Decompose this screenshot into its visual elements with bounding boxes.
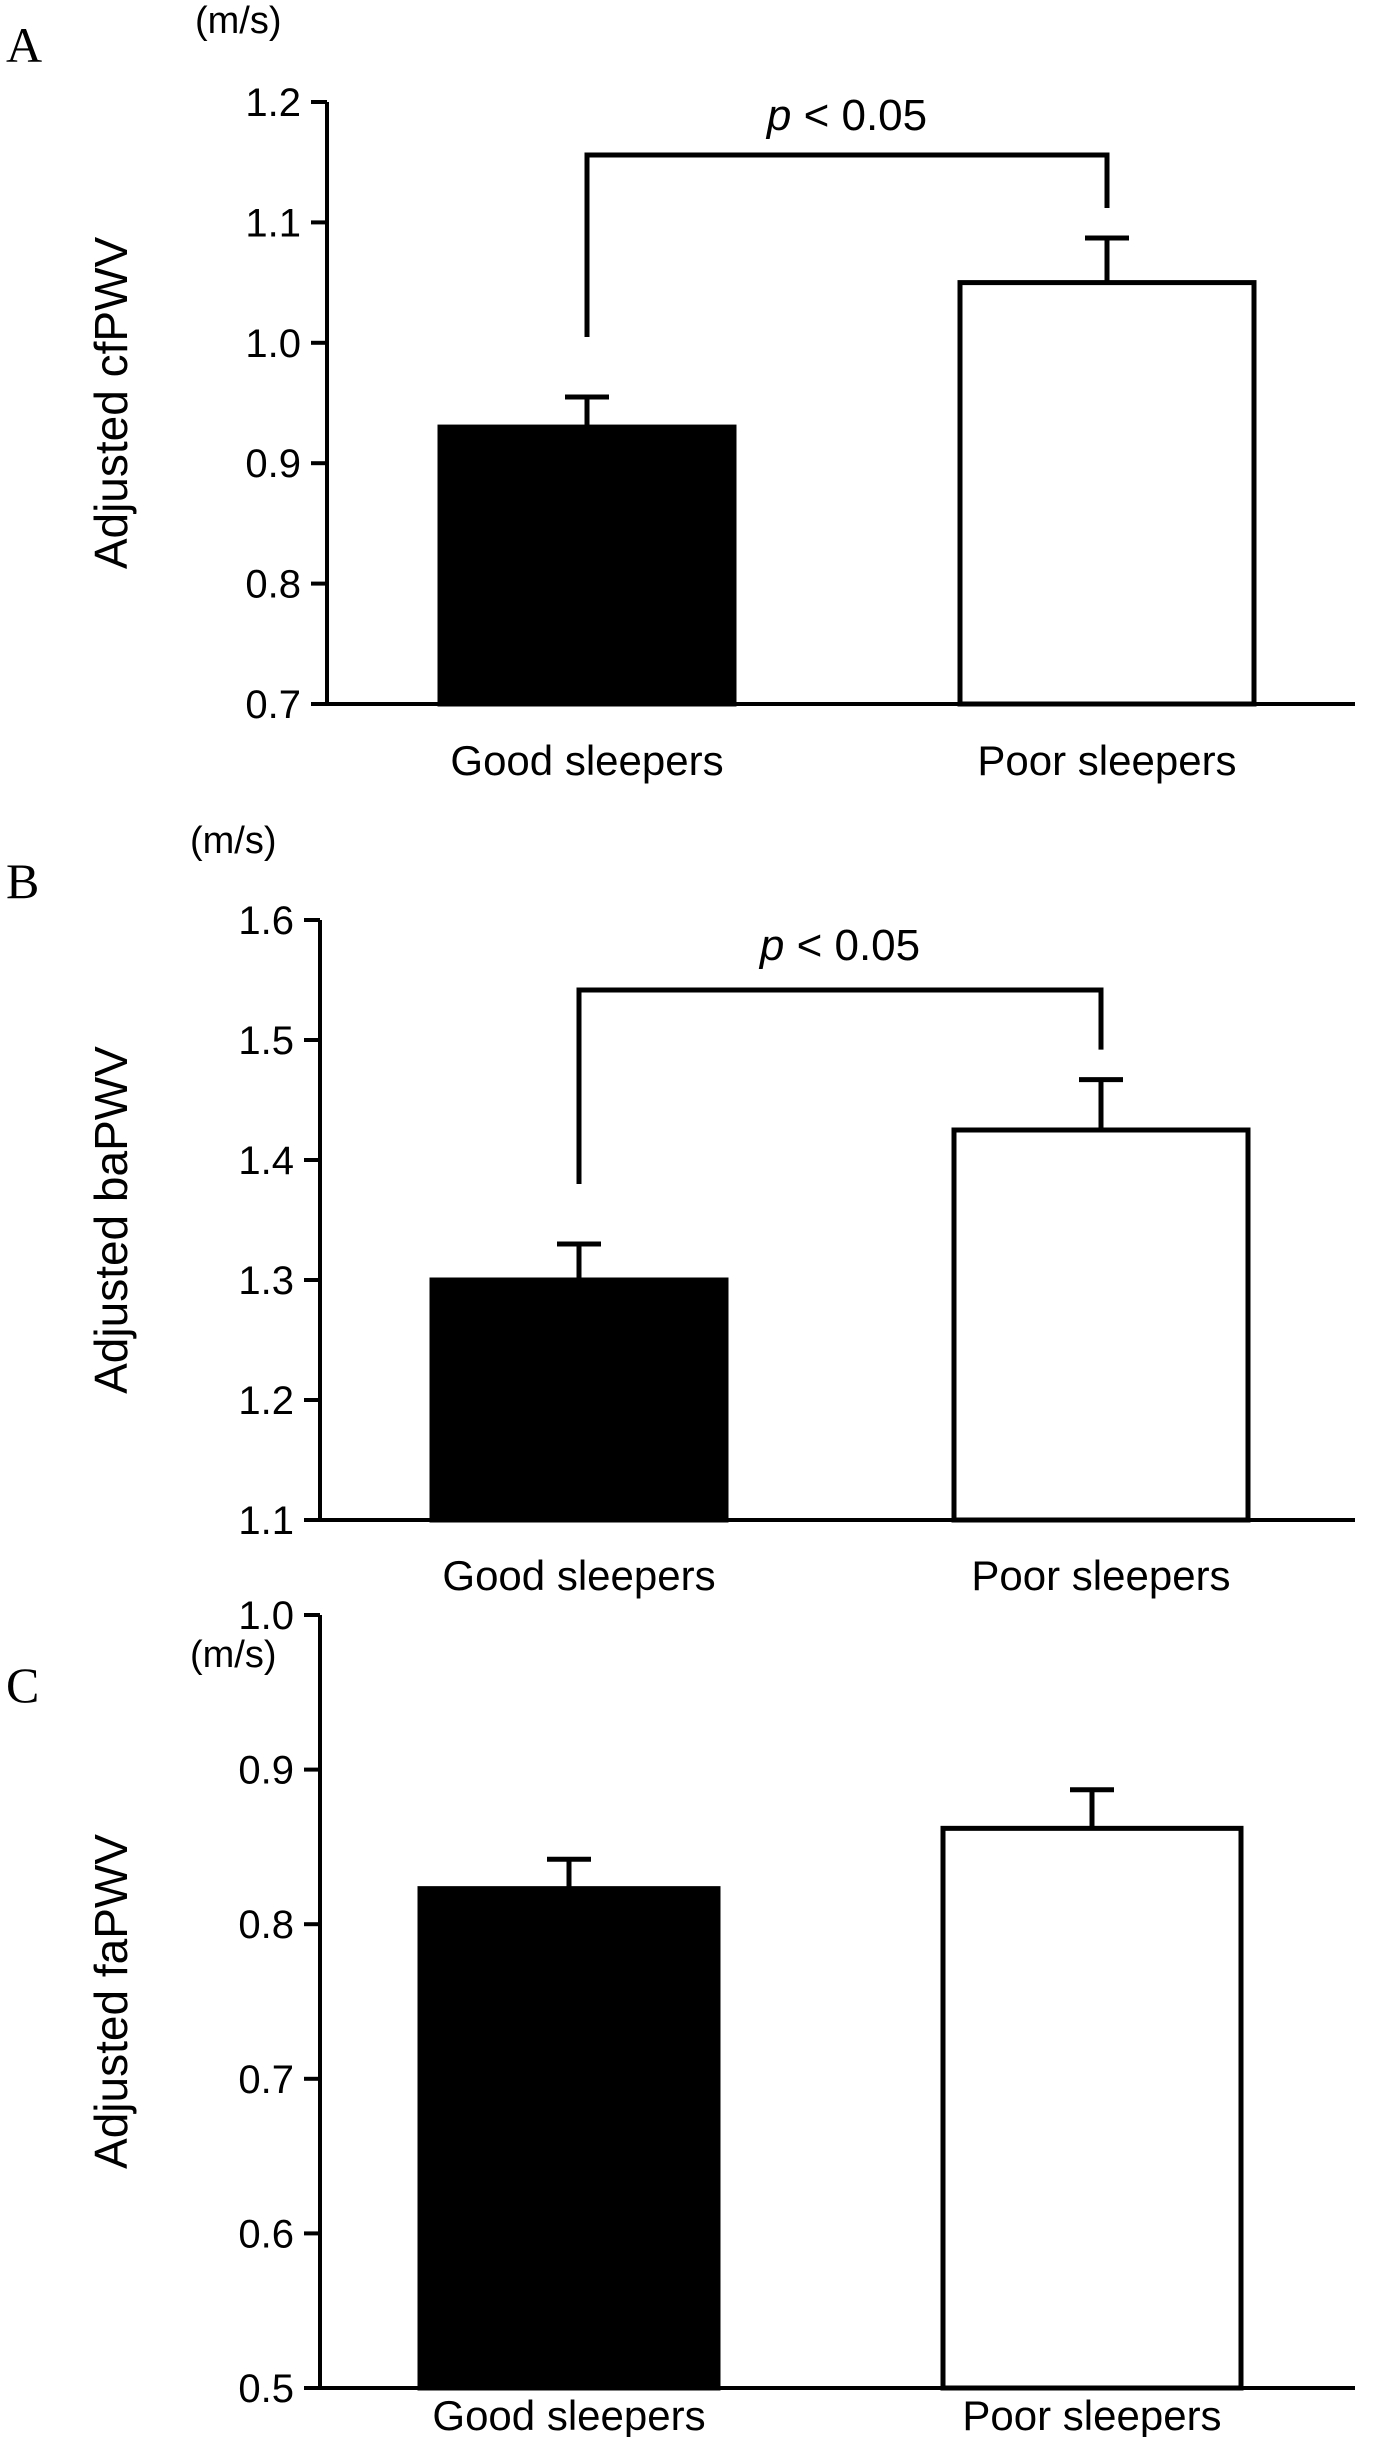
y-tick-label: 0.8 [238, 1903, 294, 1947]
y-tick-label: 1.1 [245, 201, 301, 245]
y-tick-label: 0.5 [238, 2367, 294, 2411]
y-tick-label: 0.9 [238, 1749, 294, 1793]
chart-panel-c: C (m/s) Adjusted faPWV 0.5 0.6 0.7 0.8 0.9 1.0 Go… [6, 1594, 1355, 2437]
bar-good-sleepers [437, 424, 737, 707]
category-label: Poor sleepers [971, 1552, 1230, 1599]
error-bar [1085, 235, 1129, 283]
significance-label: p < 0.05 [758, 921, 920, 970]
y-tick-label: 1.1 [238, 1499, 294, 1543]
panel-letter: C [6, 1657, 39, 1713]
error-bar [1070, 1787, 1114, 1829]
category-label: Good sleepers [450, 737, 723, 784]
y-tick-label: 0.9 [245, 442, 301, 486]
error-bar [547, 1856, 591, 1889]
y-tick-label: 0.7 [245, 683, 301, 727]
bar-good-sleepers [417, 1886, 721, 2391]
error-bar [565, 394, 609, 428]
category-label: Good sleepers [432, 2392, 705, 2437]
error-bar [1079, 1077, 1123, 1130]
significance-label: p < 0.05 [765, 91, 927, 140]
y-axis-label: Adjusted baPWV [85, 1046, 137, 1394]
y-tick-label: 1.2 [245, 81, 301, 125]
y-tick-label: 1.3 [238, 1259, 294, 1303]
y-axis-label: Adjusted cfPWV [85, 237, 137, 570]
y-tick-label: 1.6 [238, 899, 294, 943]
y-tick-label: 0.7 [238, 2058, 294, 2102]
panel-letter: A [6, 17, 42, 73]
y-tick-label: 1.4 [238, 1139, 294, 1183]
category-label: Good sleepers [442, 1552, 715, 1599]
y-axis-label: Adjusted faPWV [85, 1834, 137, 2169]
category-label: Poor sleepers [977, 737, 1236, 784]
bar-good-sleepers [429, 1277, 729, 1523]
y-tick-label: 1.0 [238, 1594, 294, 1638]
y-unit-label: (m/s) [190, 820, 277, 862]
category-label: Poor sleepers [962, 2392, 1221, 2437]
y-unit-label: (m/s) [190, 1634, 277, 1676]
y-tick-label: 1.2 [238, 1379, 294, 1423]
error-bar [557, 1241, 601, 1280]
significance-bracket [584, 152, 1110, 337]
y-tick-label: 0.6 [238, 2212, 294, 2256]
y-tick-label: 1.5 [238, 1019, 294, 1063]
bar-poor-sleepers [957, 280, 1257, 707]
y-tick-label: 1.0 [245, 322, 301, 366]
y-tick-label: 0.8 [245, 563, 301, 607]
bar-poor-sleepers [940, 1825, 1244, 2391]
y-unit-label: (m/s) [195, 0, 282, 42]
panel-letter: B [6, 853, 39, 909]
chart-panel-a: A (m/s) Adjusted cfPWV 0.7 0.8 0.9 1.0 1.1 1.2 Go… [6, 0, 1355, 784]
bar-poor-sleepers [951, 1127, 1251, 1523]
chart-panel-b: B (m/s) Adjusted baPWV 1.1 1.2 1.3 1.4 1.5 1.6 Go… [6, 820, 1355, 1599]
significance-bracket [576, 987, 1104, 1184]
